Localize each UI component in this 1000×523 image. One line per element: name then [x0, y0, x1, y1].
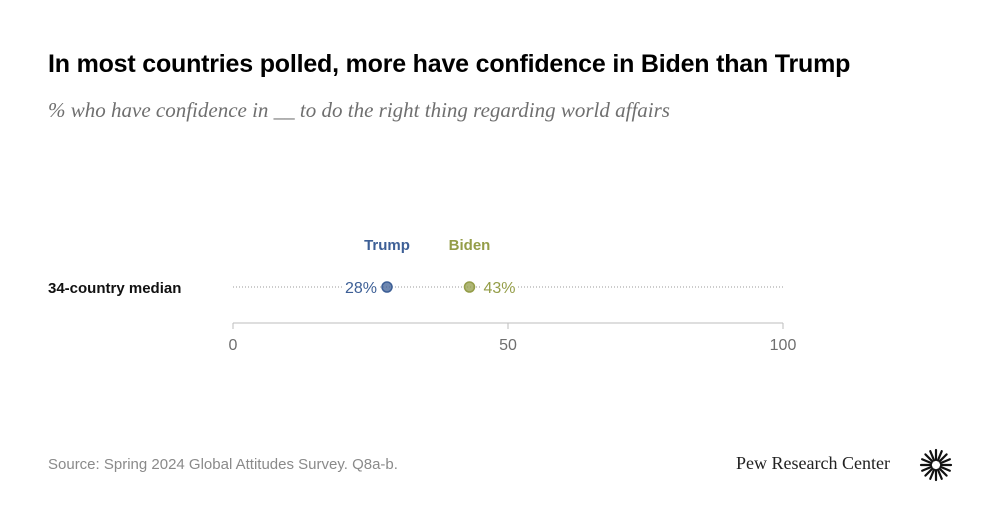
row-label: 34-country median	[48, 280, 181, 297]
data-label-biden: 43%	[484, 280, 516, 297]
chart-title: In most countries polled, more have conf…	[48, 50, 851, 78]
data-label-trump: 28%	[345, 280, 377, 297]
legend-label-biden: Biden	[449, 237, 491, 254]
dot-plot-chart: 34-country median 0 50 100 Trump 28% Biden 43%	[48, 237, 797, 354]
x-tick-label: 0	[229, 337, 238, 354]
chart-subtitle: % who have confidence in __ to do the ri…	[48, 98, 670, 122]
pew-logo-icon	[919, 448, 953, 482]
source-note: Source: Spring 2024 Global Attitudes Sur…	[48, 456, 398, 473]
x-tick-label: 50	[499, 337, 517, 354]
x-tick-label: 100	[770, 337, 797, 354]
data-point-biden	[463, 281, 476, 293]
legend-label-trump: Trump	[364, 237, 410, 254]
data-point-trump	[381, 281, 393, 293]
brand-name: Pew Research Center	[736, 453, 890, 473]
